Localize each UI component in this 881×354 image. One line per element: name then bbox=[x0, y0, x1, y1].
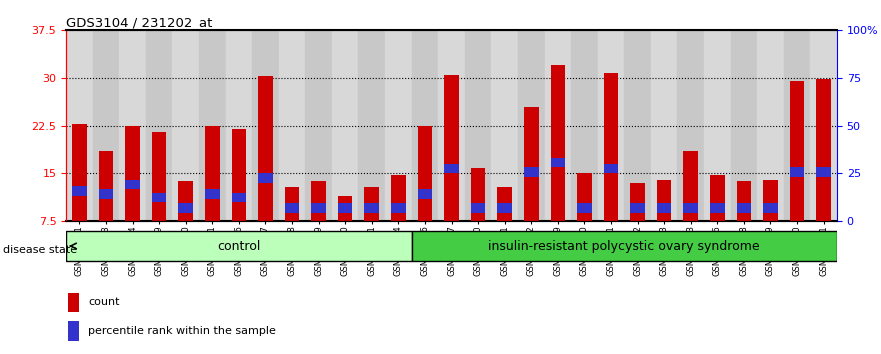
Bar bbox=[784, 30, 811, 221]
Bar bbox=[278, 30, 306, 221]
Bar bbox=[338, 204, 352, 213]
Text: disease state: disease state bbox=[3, 245, 77, 255]
Bar bbox=[704, 30, 730, 221]
Bar bbox=[710, 175, 725, 221]
Bar bbox=[811, 30, 837, 221]
Bar bbox=[411, 30, 438, 221]
Bar bbox=[232, 193, 246, 202]
Text: percentile rank within the sample: percentile rank within the sample bbox=[88, 326, 276, 336]
Bar bbox=[418, 126, 433, 221]
Bar bbox=[518, 30, 544, 221]
Bar bbox=[438, 30, 465, 221]
Bar bbox=[72, 186, 86, 196]
Bar bbox=[232, 129, 246, 221]
Bar bbox=[498, 204, 512, 213]
Bar bbox=[817, 79, 831, 221]
Bar bbox=[737, 181, 751, 221]
Bar bbox=[524, 167, 538, 177]
Bar bbox=[551, 158, 565, 167]
Bar bbox=[763, 180, 778, 221]
Bar bbox=[146, 30, 173, 221]
Bar bbox=[152, 193, 167, 202]
Bar bbox=[391, 175, 405, 221]
Bar bbox=[444, 75, 459, 221]
Bar bbox=[789, 81, 804, 221]
Bar bbox=[657, 180, 671, 221]
Bar bbox=[365, 204, 379, 213]
Bar bbox=[391, 204, 405, 213]
Bar bbox=[69, 321, 79, 341]
Bar bbox=[577, 204, 592, 213]
Bar bbox=[125, 180, 140, 189]
Text: insulin-resistant polycystic ovary syndrome: insulin-resistant polycystic ovary syndr… bbox=[488, 240, 760, 252]
Bar bbox=[332, 30, 359, 221]
Bar bbox=[99, 189, 114, 199]
Bar bbox=[365, 188, 379, 221]
Bar bbox=[69, 293, 79, 312]
Bar bbox=[625, 30, 651, 221]
Bar bbox=[285, 188, 300, 221]
Bar bbox=[178, 204, 193, 213]
Bar bbox=[524, 107, 538, 221]
Bar bbox=[66, 30, 93, 221]
Bar bbox=[411, 231, 837, 261]
Bar bbox=[763, 204, 778, 213]
Bar bbox=[630, 183, 645, 221]
Bar bbox=[544, 30, 571, 221]
Bar bbox=[571, 30, 597, 221]
Bar bbox=[258, 76, 273, 221]
Bar bbox=[657, 204, 671, 213]
Bar bbox=[465, 30, 492, 221]
Bar bbox=[737, 204, 751, 213]
Text: control: control bbox=[218, 240, 261, 252]
Bar bbox=[789, 167, 804, 177]
Bar bbox=[710, 204, 725, 213]
Bar bbox=[205, 189, 219, 199]
Bar bbox=[444, 164, 459, 173]
Bar bbox=[226, 30, 252, 221]
Bar bbox=[677, 30, 704, 221]
Bar bbox=[152, 132, 167, 221]
Text: count: count bbox=[88, 297, 120, 307]
Bar bbox=[119, 30, 146, 221]
Bar bbox=[125, 126, 140, 221]
Bar bbox=[684, 151, 698, 221]
Bar bbox=[205, 126, 219, 221]
Bar bbox=[311, 181, 326, 221]
Bar bbox=[470, 169, 485, 221]
Bar bbox=[258, 173, 273, 183]
Bar bbox=[306, 30, 332, 221]
Bar bbox=[99, 151, 114, 221]
Bar bbox=[603, 73, 618, 221]
Bar bbox=[498, 188, 512, 221]
Bar bbox=[817, 167, 831, 177]
Text: GDS3104 / 231202_at: GDS3104 / 231202_at bbox=[66, 16, 212, 29]
Bar bbox=[178, 181, 193, 221]
Bar bbox=[730, 30, 757, 221]
Bar bbox=[252, 30, 278, 221]
Bar bbox=[757, 30, 784, 221]
Bar bbox=[492, 30, 518, 221]
Bar bbox=[577, 173, 592, 221]
Bar bbox=[72, 124, 86, 221]
Bar bbox=[93, 30, 119, 221]
Bar bbox=[359, 30, 385, 221]
Bar bbox=[199, 30, 226, 221]
Bar bbox=[597, 30, 625, 221]
Bar bbox=[418, 189, 433, 199]
Bar bbox=[651, 30, 677, 221]
Bar bbox=[551, 65, 565, 221]
Bar bbox=[285, 204, 300, 213]
Bar bbox=[603, 164, 618, 173]
Bar bbox=[338, 196, 352, 221]
Bar bbox=[311, 204, 326, 213]
Bar bbox=[385, 30, 411, 221]
Bar bbox=[66, 231, 411, 261]
Bar bbox=[470, 204, 485, 213]
Bar bbox=[630, 204, 645, 213]
Bar bbox=[173, 30, 199, 221]
Bar bbox=[684, 204, 698, 213]
